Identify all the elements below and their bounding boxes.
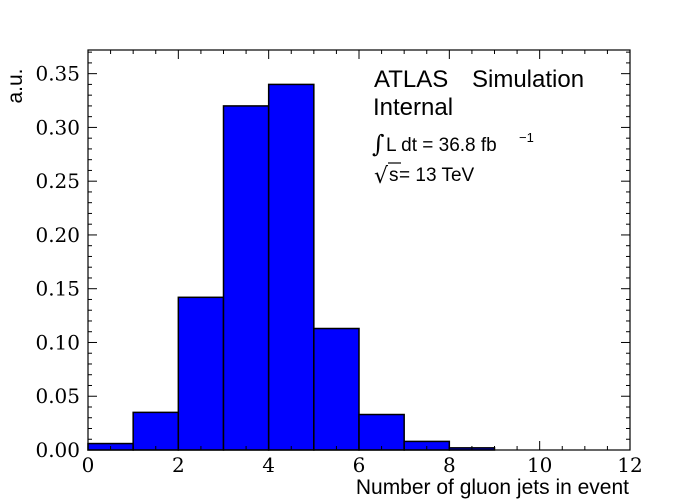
y-tick-label: 0.25 bbox=[35, 169, 80, 193]
integral-symbol: ∫ bbox=[372, 130, 385, 158]
histogram-bar bbox=[177, 296, 225, 451]
axis-ticks bbox=[87, 50, 631, 451]
y-tick-label: 0.00 bbox=[35, 438, 80, 462]
y-tick-labels: 0.00 0.05 0.10 0.15 0.20 0.25 0.30 0.35 bbox=[35, 62, 80, 462]
x-tick-label: 0 bbox=[82, 453, 95, 477]
luminosity-superscript: −1 bbox=[519, 130, 534, 145]
x-tick-label: 4 bbox=[262, 453, 275, 477]
x-tick-label: 10 bbox=[527, 453, 552, 477]
y-tick-label: 0.15 bbox=[35, 277, 80, 301]
x-tick-label: 2 bbox=[172, 453, 185, 477]
luminosity-text: L dt = 36.8 fb bbox=[386, 135, 497, 156]
sqrt-s-label: s bbox=[389, 165, 399, 186]
x-tick-labels: 0 2 4 6 8 10 12 bbox=[82, 453, 643, 477]
y-tick-label: 0.10 bbox=[35, 330, 80, 354]
x-axis-label: Number of gluon jets in event bbox=[356, 476, 629, 499]
histogram-bars bbox=[87, 83, 496, 451]
y-tick-label: 0.05 bbox=[35, 384, 80, 408]
atlas-label: ATLAS bbox=[374, 66, 448, 93]
y-tick-label: 0.20 bbox=[35, 223, 80, 247]
x-tick-label: 8 bbox=[443, 453, 456, 477]
histogram-bar bbox=[132, 411, 180, 451]
y-axis-label: a.u. bbox=[4, 68, 27, 103]
y-tick-label: 0.35 bbox=[35, 62, 80, 86]
y-tick-label: 0.30 bbox=[35, 115, 80, 139]
histogram-bar bbox=[267, 83, 315, 451]
atlas-annotation: ATLAS Simulation Internal ∫ L dt = 36.8 … bbox=[372, 66, 584, 189]
histogram-bar bbox=[358, 413, 405, 451]
histogram-bar bbox=[313, 327, 360, 451]
histogram-bar bbox=[222, 105, 270, 451]
x-tick-label: 6 bbox=[353, 453, 366, 477]
simulation-label: Simulation bbox=[472, 66, 584, 93]
internal-label: Internal bbox=[373, 94, 453, 121]
x-tick-label: 12 bbox=[617, 453, 642, 477]
sqrt-symbol: √ bbox=[374, 164, 389, 189]
energy-text: = 13 TeV bbox=[399, 165, 475, 186]
